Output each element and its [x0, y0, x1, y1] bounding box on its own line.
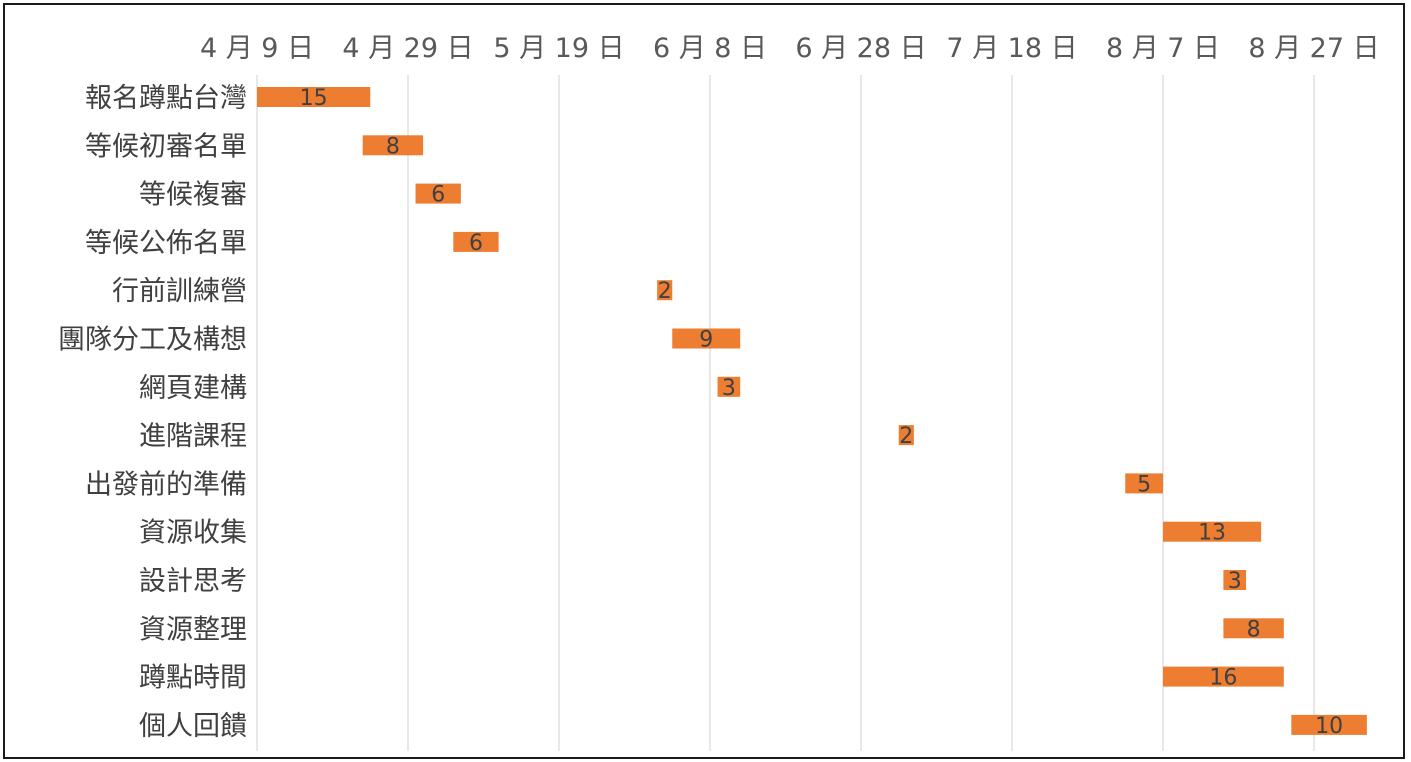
- grid-layer: [256, 75, 1315, 751]
- category-label: 行前訓練營: [112, 276, 247, 307]
- category-label: 等候初審名單: [85, 131, 247, 162]
- bar-data-label: 2: [899, 424, 913, 449]
- task-bar: [717, 376, 741, 397]
- task-bar: [1163, 666, 1284, 687]
- task-bar: [1163, 521, 1262, 542]
- category-label: 資源收集: [139, 518, 247, 549]
- task-bar: [453, 231, 499, 252]
- category-label: 蹲點時間: [139, 663, 247, 694]
- task-bar: [1125, 473, 1163, 494]
- category-label: 設計思考: [139, 566, 247, 597]
- bar-data-label: 10: [1315, 714, 1343, 739]
- x-tick-label: 6 月 28 日: [795, 33, 926, 64]
- category-label: 報名蹲點台灣: [85, 83, 247, 114]
- bar-data-label: 3: [722, 376, 736, 401]
- task-bar: [672, 328, 741, 349]
- task-bar: [1291, 714, 1367, 735]
- category-label: 出發前的準備: [85, 469, 247, 500]
- category-label: 團隊分工及構想: [58, 325, 247, 356]
- task-bar: [898, 425, 914, 446]
- bar-data-label: 8: [386, 134, 400, 159]
- bar-data-label: 2: [658, 279, 672, 304]
- bar-data-label: 6: [469, 231, 483, 256]
- category-label: 個人回饋: [139, 711, 247, 742]
- x-tick-label: 6 月 8 日: [653, 33, 767, 64]
- bar-data-label: 15: [300, 86, 328, 111]
- gantt-chart: 4 月 9 日 4 月 29 日 5 月 19 日 6 月 8 日 6 月 28 日 7 …: [58, 33, 1380, 751]
- category-label: 進階課程: [139, 421, 247, 452]
- bar-data-label: 13: [1198, 521, 1226, 546]
- category-label: 等候公佈名單: [85, 228, 247, 259]
- task-bar: [1223, 570, 1247, 590]
- bar-data-label: 16: [1209, 666, 1237, 691]
- task-bar: [362, 135, 424, 156]
- x-tick-label: 4 月 9 日: [200, 33, 314, 64]
- x-axis-ticks: 4 月 9 日 4 月 29 日 5 月 19 日 6 月 8 日 6 月 28 日 7 …: [200, 33, 1380, 64]
- category-label: 網頁建構: [139, 373, 247, 404]
- x-tick-label: 4 月 29 日: [342, 33, 473, 64]
- category-label: 資源整理: [139, 614, 247, 645]
- task-bar: [657, 280, 673, 301]
- task-bar: [257, 87, 371, 107]
- category-axis: 報名蹲點台灣等候初審名單等候複審等候公佈名單行前訓練營團隊分工及構想網頁建構進階…: [58, 83, 247, 742]
- bars: [257, 87, 1367, 735]
- x-tick-label: 5 月 19 日: [493, 33, 624, 64]
- bar-data-label: 8: [1247, 617, 1261, 642]
- x-tick-label: 8 月 7 日: [1106, 33, 1220, 64]
- x-tick-label: 8 月 27 日: [1248, 33, 1379, 64]
- x-tick-label: 7 月 18 日: [946, 33, 1077, 64]
- category-label: 等候複審: [139, 180, 247, 211]
- bar-data-label: 9: [699, 328, 713, 353]
- bar-data-label: 6: [431, 183, 445, 208]
- bar-data-label: 3: [1228, 569, 1242, 594]
- bar-data-label: 5: [1137, 472, 1151, 497]
- chart-frame: 4 月 9 日 4 月 29 日 5 月 19 日 6 月 8 日 6 月 28 日 7 …: [3, 3, 1405, 759]
- task-bar: [1223, 618, 1284, 639]
- task-bar: [415, 183, 461, 204]
